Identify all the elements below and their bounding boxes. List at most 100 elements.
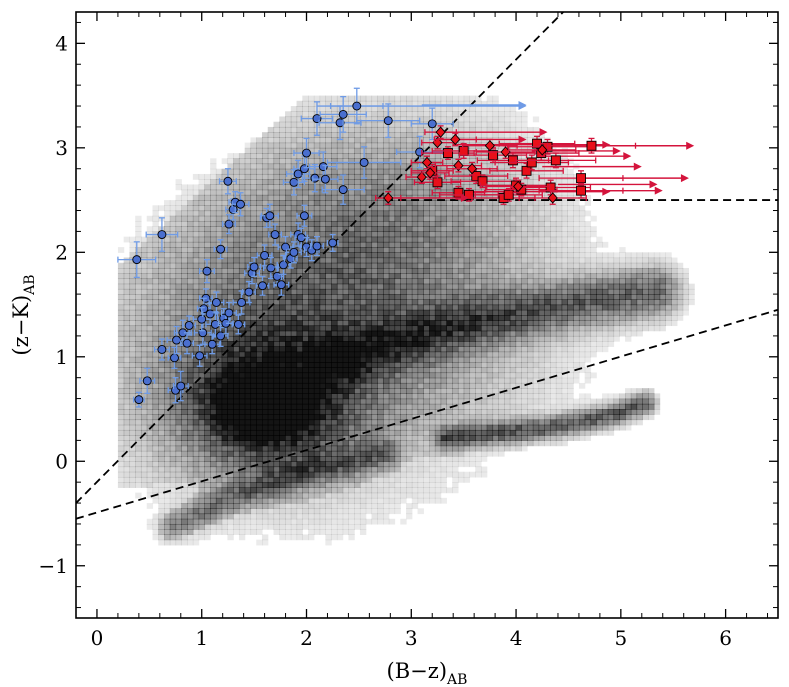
density-cell bbox=[302, 440, 309, 447]
density-cell bbox=[463, 325, 471, 332]
density-cell bbox=[285, 304, 292, 311]
density-cell bbox=[175, 283, 182, 290]
density-cell bbox=[215, 414, 223, 421]
density-cell bbox=[342, 257, 350, 264]
density-cell bbox=[187, 424, 194, 431]
density-cell bbox=[267, 450, 275, 457]
density-cell bbox=[313, 382, 321, 389]
density-cell bbox=[175, 356, 182, 363]
density-cell bbox=[187, 367, 194, 374]
density-cell bbox=[129, 346, 136, 353]
density-cell bbox=[319, 267, 326, 274]
density-cell bbox=[480, 241, 488, 248]
density-cell bbox=[440, 220, 447, 227]
density-cell bbox=[429, 315, 436, 321]
density-cell bbox=[250, 309, 257, 316]
density-cell bbox=[302, 534, 309, 541]
density-cell bbox=[238, 325, 246, 332]
density-cell bbox=[348, 247, 355, 253]
density-cell bbox=[250, 335, 257, 342]
density-cell bbox=[365, 429, 373, 436]
density-cell bbox=[492, 325, 499, 332]
density-cell bbox=[198, 335, 205, 342]
density-cell bbox=[463, 356, 471, 363]
density-cell bbox=[440, 341, 447, 347]
density-cell bbox=[135, 278, 142, 285]
density-cell bbox=[365, 377, 373, 384]
density-cell bbox=[267, 126, 275, 133]
density-cell bbox=[267, 226, 275, 233]
density-cell bbox=[475, 398, 482, 405]
density-cell bbox=[129, 445, 136, 452]
density-cell bbox=[423, 393, 430, 400]
density-cell bbox=[296, 257, 303, 264]
density-cell bbox=[377, 497, 384, 504]
density-cell bbox=[388, 429, 396, 436]
density-cell bbox=[227, 278, 234, 285]
density-cell bbox=[192, 456, 200, 462]
density-cell bbox=[377, 330, 384, 337]
density-cell bbox=[204, 461, 211, 468]
density-cell bbox=[434, 341, 442, 347]
density-cell bbox=[296, 200, 303, 206]
density-cell bbox=[377, 409, 384, 415]
density-cell bbox=[261, 304, 269, 311]
density-cell bbox=[371, 508, 378, 515]
density-cell bbox=[221, 299, 228, 306]
density-cell bbox=[400, 518, 407, 525]
density-cell bbox=[348, 341, 355, 347]
density-cell bbox=[152, 419, 159, 426]
density-cell bbox=[336, 424, 344, 431]
density-cell bbox=[296, 137, 303, 144]
density-cell bbox=[175, 513, 182, 520]
density-cell bbox=[244, 450, 252, 457]
density-cell bbox=[233, 403, 240, 410]
density-cell bbox=[117, 367, 125, 374]
density-cell bbox=[187, 372, 194, 379]
density-cell bbox=[117, 450, 125, 457]
density-cell bbox=[279, 189, 286, 196]
density-cell bbox=[348, 466, 355, 473]
density-cell bbox=[164, 435, 171, 441]
density-cell bbox=[221, 200, 228, 206]
density-cell bbox=[469, 325, 476, 332]
density-cell bbox=[342, 409, 350, 415]
density-cell bbox=[411, 304, 419, 311]
density-cell bbox=[285, 315, 292, 321]
density-cell bbox=[365, 168, 373, 175]
density-cell bbox=[210, 398, 217, 405]
density-cell bbox=[187, 534, 194, 541]
density-cell bbox=[359, 450, 367, 457]
density-cell bbox=[336, 351, 344, 358]
density-cell bbox=[261, 429, 269, 436]
density-cell bbox=[492, 346, 499, 353]
density-cell bbox=[377, 393, 384, 400]
density-cell bbox=[475, 325, 482, 332]
density-cell bbox=[411, 220, 419, 227]
density-cell bbox=[336, 429, 344, 436]
density-cell bbox=[417, 351, 424, 358]
density-cell bbox=[221, 424, 228, 431]
density-cell bbox=[198, 382, 205, 389]
density-cell bbox=[187, 388, 194, 394]
density-cell bbox=[308, 403, 315, 410]
density-cell bbox=[123, 461, 131, 468]
density-cell bbox=[406, 409, 413, 415]
density-cell bbox=[285, 309, 292, 316]
density-cell bbox=[233, 304, 240, 311]
density-cell bbox=[452, 367, 459, 374]
density-cell bbox=[308, 497, 315, 504]
density-cell bbox=[215, 372, 223, 379]
density-cell bbox=[290, 299, 298, 306]
density-cell bbox=[169, 247, 177, 253]
density-cell bbox=[233, 184, 240, 191]
density-cell bbox=[331, 341, 338, 347]
density-cell bbox=[250, 398, 257, 405]
density-cell bbox=[452, 424, 459, 431]
density-cell bbox=[302, 121, 309, 128]
density-cell bbox=[423, 320, 430, 327]
density-cell bbox=[273, 330, 280, 337]
density-cell bbox=[406, 351, 413, 358]
density-cell bbox=[417, 362, 424, 368]
density-cell bbox=[429, 288, 436, 295]
